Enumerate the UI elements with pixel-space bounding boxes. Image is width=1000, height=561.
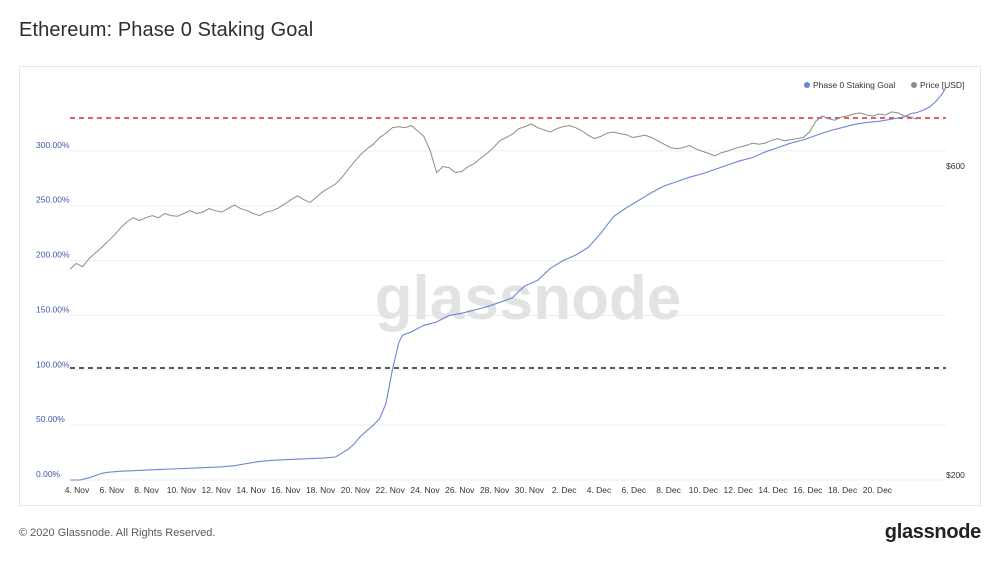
x-tick-label: 16. Nov <box>271 485 301 495</box>
x-tick-label: 6. Nov <box>100 485 125 495</box>
x-tick-label: 26. Nov <box>445 485 475 495</box>
y-left-tick-label: 0.00% <box>36 469 61 479</box>
x-tick-label: 8. Dec <box>656 485 681 495</box>
y-left-tick-label: 100.00% <box>36 359 70 369</box>
series-line-staking-goal <box>70 87 947 481</box>
x-tick-label: 18. Nov <box>306 485 336 495</box>
y-left-tick-label: 300.00% <box>36 140 70 150</box>
x-tick-label: 16. Dec <box>793 485 823 495</box>
x-tick-label: 18. Dec <box>828 485 858 495</box>
glassnode-logo: glassnode <box>884 521 982 543</box>
legend-marker-price <box>911 82 917 88</box>
y-right-tick-label: $200 <box>946 470 965 480</box>
page-title: Ethereum: Phase 0 Staking Goal <box>19 19 314 41</box>
series-line-price <box>69 111 918 270</box>
chart-svg[interactable]: glassnode 0.00% 50.00% 100.00% 150.00% 200.00… <box>20 67 982 507</box>
x-tick-label: 22. Nov <box>376 485 406 495</box>
x-tick-label: 12. Nov <box>202 485 232 495</box>
legend-marker-staking <box>804 82 810 88</box>
y-left-tick-label: 200.00% <box>36 250 70 260</box>
x-tick-label: 28. Nov <box>480 485 510 495</box>
y-left-tick-label: 50.00% <box>36 414 65 424</box>
x-tick-label: 14. Nov <box>236 485 266 495</box>
y-left-tick-label: 250.00% <box>36 195 70 205</box>
x-tick-label: 12. Dec <box>724 485 754 495</box>
x-tick-label: 20. Nov <box>341 485 371 495</box>
x-tick-label: 30. Nov <box>515 485 545 495</box>
x-tick-label: 10. Nov <box>167 485 197 495</box>
y-right-tick-label: $600 <box>946 161 965 171</box>
footer-copyright: © 2020 Glassnode. All Rights Reserved. <box>19 527 216 539</box>
x-tick-label: 14. Dec <box>758 485 788 495</box>
x-tick-label: 10. Dec <box>689 485 719 495</box>
watermark-text: glassnode <box>375 264 682 333</box>
x-tick-label: 2. Dec <box>552 485 577 495</box>
chart-card: glassnode 0.00% 50.00% 100.00% 150.00% 200.00… <box>19 66 981 506</box>
y-left-tick-label: 150.00% <box>36 304 70 314</box>
legend-label-price: Price [USD] <box>920 80 964 90</box>
x-tick-label: 4. Dec <box>587 485 612 495</box>
x-tick-label: 8. Nov <box>134 485 159 495</box>
x-tick-label: 24. Nov <box>410 485 440 495</box>
legend-label-staking: Phase 0 Staking Goal <box>813 80 895 90</box>
x-tick-label: 6. Dec <box>622 485 647 495</box>
x-tick-label: 4. Nov <box>65 485 90 495</box>
x-tick-label: 20. Dec <box>863 485 893 495</box>
